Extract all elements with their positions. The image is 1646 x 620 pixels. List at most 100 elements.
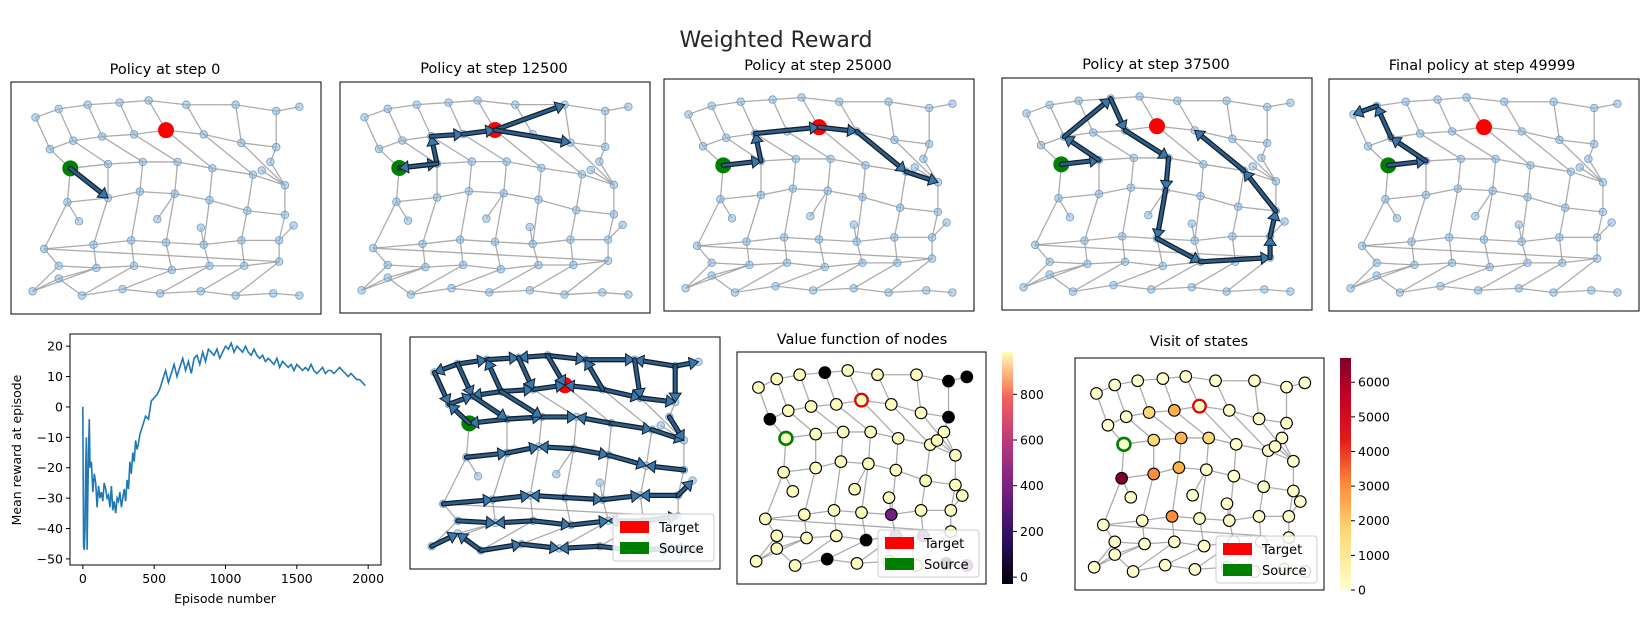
graph-node (809, 286, 818, 295)
graph-node (458, 260, 468, 270)
policy-arrow-shaft-fill (503, 519, 535, 524)
graph-edge (165, 193, 176, 243)
graph-edge (853, 287, 889, 294)
graph-edge (900, 207, 938, 213)
graph-node (1517, 237, 1526, 246)
graph-node (716, 195, 725, 204)
graph-edge (494, 241, 502, 270)
state-node (1268, 440, 1282, 453)
policy-arrow-shaft-fill (1200, 134, 1246, 172)
graph-edge (148, 99, 187, 106)
state-node (1165, 510, 1179, 523)
graph-edge (1440, 266, 1491, 287)
graph-edge (862, 196, 901, 209)
graph-edge (1425, 188, 1459, 196)
graph-node (1045, 270, 1054, 279)
graph-edge (1156, 125, 1204, 165)
state-node (1209, 374, 1222, 388)
policy-arrow-shaft-fill (505, 447, 532, 455)
graph-edge (73, 135, 103, 142)
graph-node (295, 102, 304, 112)
graph-edge (1521, 197, 1529, 242)
graph-node (1054, 194, 1063, 203)
graph-edge (1264, 288, 1291, 293)
graph-node (63, 198, 72, 207)
graph-edge (468, 161, 473, 192)
policy-arrow-shaft-fill (429, 133, 456, 138)
graph-edge (1419, 132, 1462, 160)
graph-edge (1072, 284, 1114, 293)
graph-edge (1527, 196, 1566, 209)
graph-edge (58, 108, 74, 142)
graph-edge (122, 288, 161, 295)
graph-node (1401, 97, 1410, 106)
graph-edge (1226, 100, 1268, 108)
graph-edge (818, 126, 866, 166)
graph-node (948, 288, 957, 297)
graph-edge (784, 236, 820, 241)
graph-node (707, 271, 716, 280)
graph-node (1030, 240, 1040, 250)
graph-node (948, 99, 957, 109)
graph-node (473, 472, 483, 481)
value-panel-legend: Target Source (877, 529, 980, 578)
policy-arrow-shaft-fill (531, 385, 558, 391)
state-node (910, 368, 923, 382)
graph-edge (1122, 235, 1158, 240)
policy-arrow-shaft-fill (633, 358, 641, 391)
policy-arrow-shaft-fill (546, 354, 578, 361)
reward-xtick-label: 1000 (210, 571, 242, 586)
graph-node (1068, 287, 1078, 296)
graph-edge (711, 262, 750, 266)
graph-node (806, 211, 815, 221)
graph-edge (1252, 165, 1277, 182)
policy-arrow-shaft-fill (572, 447, 601, 455)
policy-arrow-head (630, 489, 642, 504)
state-node (862, 457, 875, 471)
policy-arrow-head (559, 134, 572, 148)
policy-arrow-shaft-fill (639, 396, 668, 403)
graph-node (722, 133, 731, 142)
graph-node (1260, 285, 1269, 294)
policy-arrow-shaft-fill (531, 519, 564, 526)
state-node (889, 463, 903, 477)
policy-arrow-head (446, 531, 459, 544)
graph-edge (448, 99, 478, 104)
graph-node (835, 97, 844, 106)
graph-edge (824, 262, 863, 268)
policy-panel-1-graph (357, 96, 633, 299)
graph-edge (396, 196, 438, 203)
graph-node (383, 273, 392, 282)
graph-node (1589, 139, 1599, 149)
graph-edge (93, 239, 132, 246)
graph-edge (1553, 258, 1598, 294)
graph-node (727, 214, 737, 223)
policy-panel-0-frame (10, 81, 322, 315)
graph-edge (1521, 130, 1572, 173)
graph-edge (1420, 130, 1453, 135)
colorbar-tick-label: 4000 (1358, 444, 1390, 459)
state-node (1135, 514, 1149, 527)
graph-edge (1457, 187, 1493, 192)
graph-edge (734, 262, 788, 294)
graph-node (1392, 214, 1402, 223)
graph-node (77, 291, 87, 300)
graph-node (1598, 207, 1608, 217)
state-node (960, 370, 974, 384)
graph-edge (1521, 236, 1560, 243)
state-node (1124, 490, 1138, 504)
graph-edge (1492, 190, 1528, 198)
graph-edge (1194, 235, 1233, 242)
graph-node (92, 263, 101, 273)
graph-edge (1385, 194, 1427, 200)
graph-edge (1570, 171, 1604, 183)
graph-node (473, 96, 482, 105)
graph-node (1555, 135, 1564, 145)
graph-node (357, 286, 366, 295)
policy-arrow-head (517, 349, 529, 364)
graph-edge (602, 291, 629, 296)
state-node (763, 412, 777, 426)
policy-arrow-head (668, 392, 683, 404)
graph-node (248, 170, 258, 179)
policy-arrow-head (567, 410, 578, 424)
